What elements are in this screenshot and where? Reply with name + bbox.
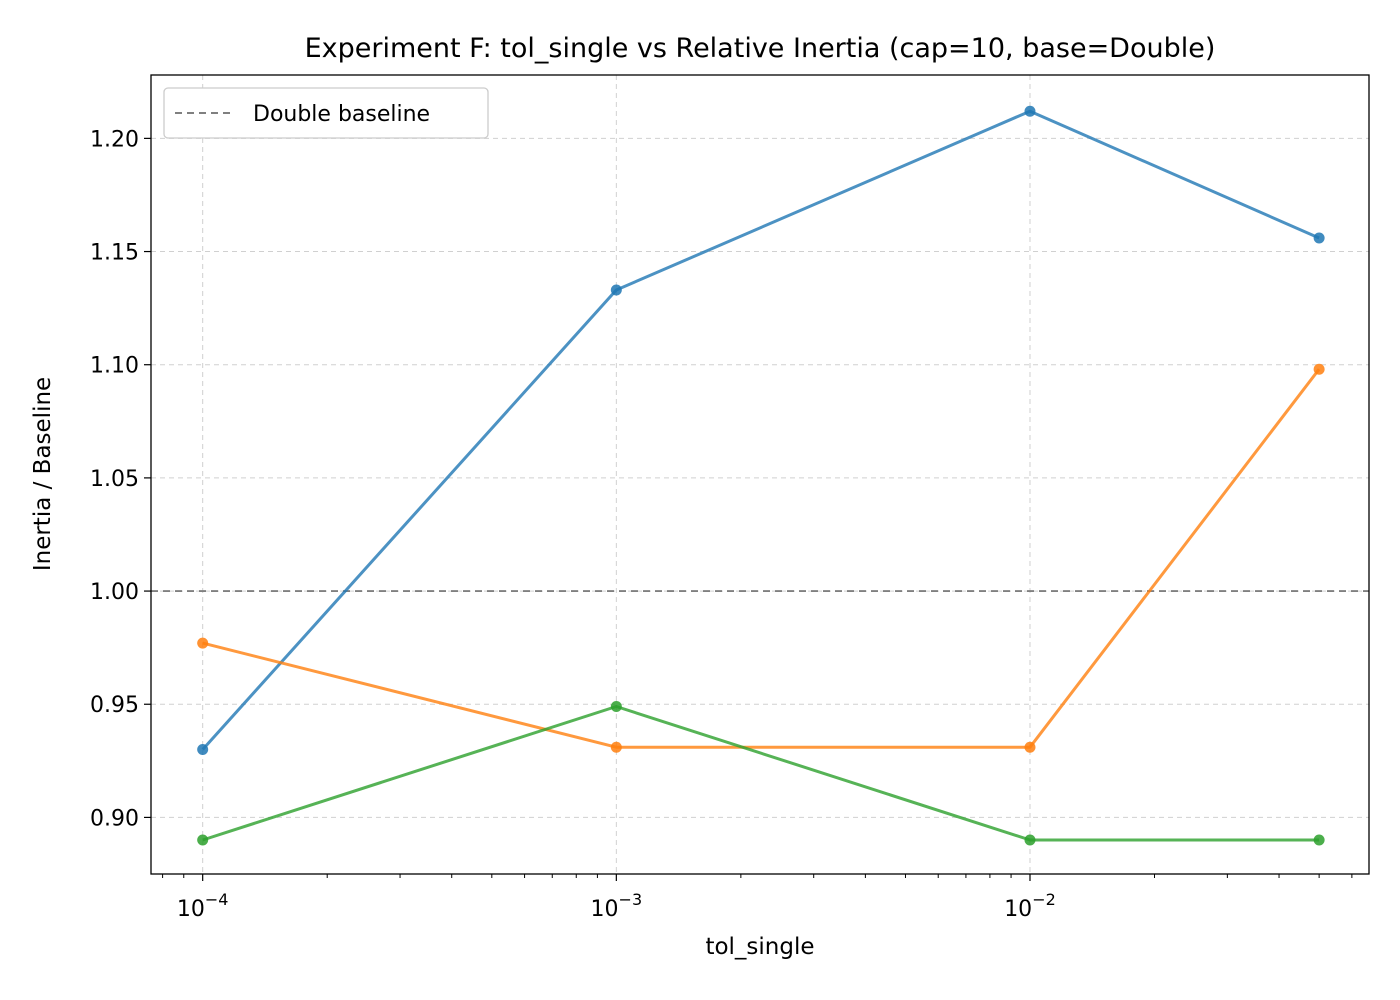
x-tick-label: 10−2 — [1004, 890, 1056, 922]
series-3-point — [1313, 834, 1325, 846]
y-tick-label: 1.00 — [90, 580, 139, 605]
series-3-point — [610, 701, 622, 713]
legend: Double baseline — [163, 87, 489, 139]
plot-area-frame — [150, 74, 1370, 875]
series-3-point — [1024, 834, 1036, 846]
y-tick-label: 0.90 — [90, 806, 139, 831]
series-line-3 — [202, 705, 1320, 842]
x-axis: 10−4 10−3 10−2 — [162, 874, 1353, 922]
series-1-point — [1313, 232, 1325, 244]
x-tick-label: 10−4 — [177, 890, 229, 922]
series-1-point — [1024, 105, 1036, 117]
series-1-point — [197, 744, 209, 756]
series-2-point — [610, 741, 622, 753]
series-2-point — [1024, 741, 1036, 753]
series-line-1 — [201, 109, 1320, 751]
series-line-2 — [202, 368, 1321, 749]
y-axis-title: Inertia / Baseline — [30, 377, 56, 571]
series-3-point — [197, 834, 209, 846]
y-axis: 0.90 0.95 1.00 1.05 1.10 1.15 1.20 — [90, 127, 151, 831]
series-layer — [197, 105, 1325, 846]
series-2-point — [197, 637, 209, 649]
y-tick-label: 1.15 — [90, 241, 139, 266]
y-tick-label: 1.05 — [90, 467, 139, 492]
chart-title: Experiment F: tol_single vs Relative Ine… — [305, 33, 1216, 64]
series-2-point — [1313, 363, 1325, 375]
x-tick-label: 10−3 — [591, 890, 643, 922]
x-axis-title: tol_single — [705, 934, 814, 960]
series-1-point — [610, 284, 622, 296]
legend-label-baseline: Double baseline — [253, 102, 430, 127]
y-tick-label: 0.95 — [90, 693, 139, 718]
legend-box — [163, 87, 489, 139]
y-tick-label: 1.20 — [90, 127, 139, 152]
y-tick-label: 1.10 — [90, 354, 139, 379]
